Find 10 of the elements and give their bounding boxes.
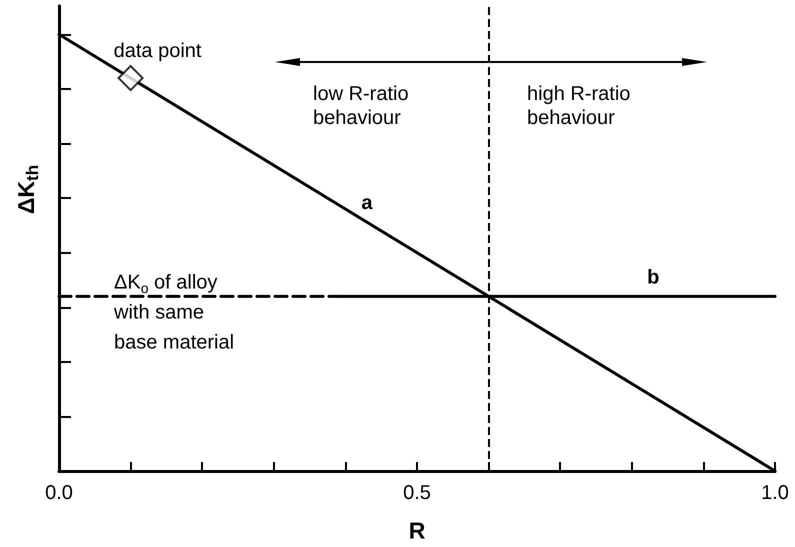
x-axis-title: R [408,518,426,544]
x-tick-label: 0.5 [403,482,431,504]
annotation: data point [114,40,202,62]
y-axis-title: ΔKth [13,164,42,214]
x-tick-label: 1.0 [761,482,789,504]
series-label: b [647,266,660,288]
series-label: a [361,192,374,214]
annotation: high R-ratio behaviour [527,83,630,129]
annotation: low R-ratio behaviour [313,83,409,129]
x-tick-label: 0.0 [45,482,73,504]
